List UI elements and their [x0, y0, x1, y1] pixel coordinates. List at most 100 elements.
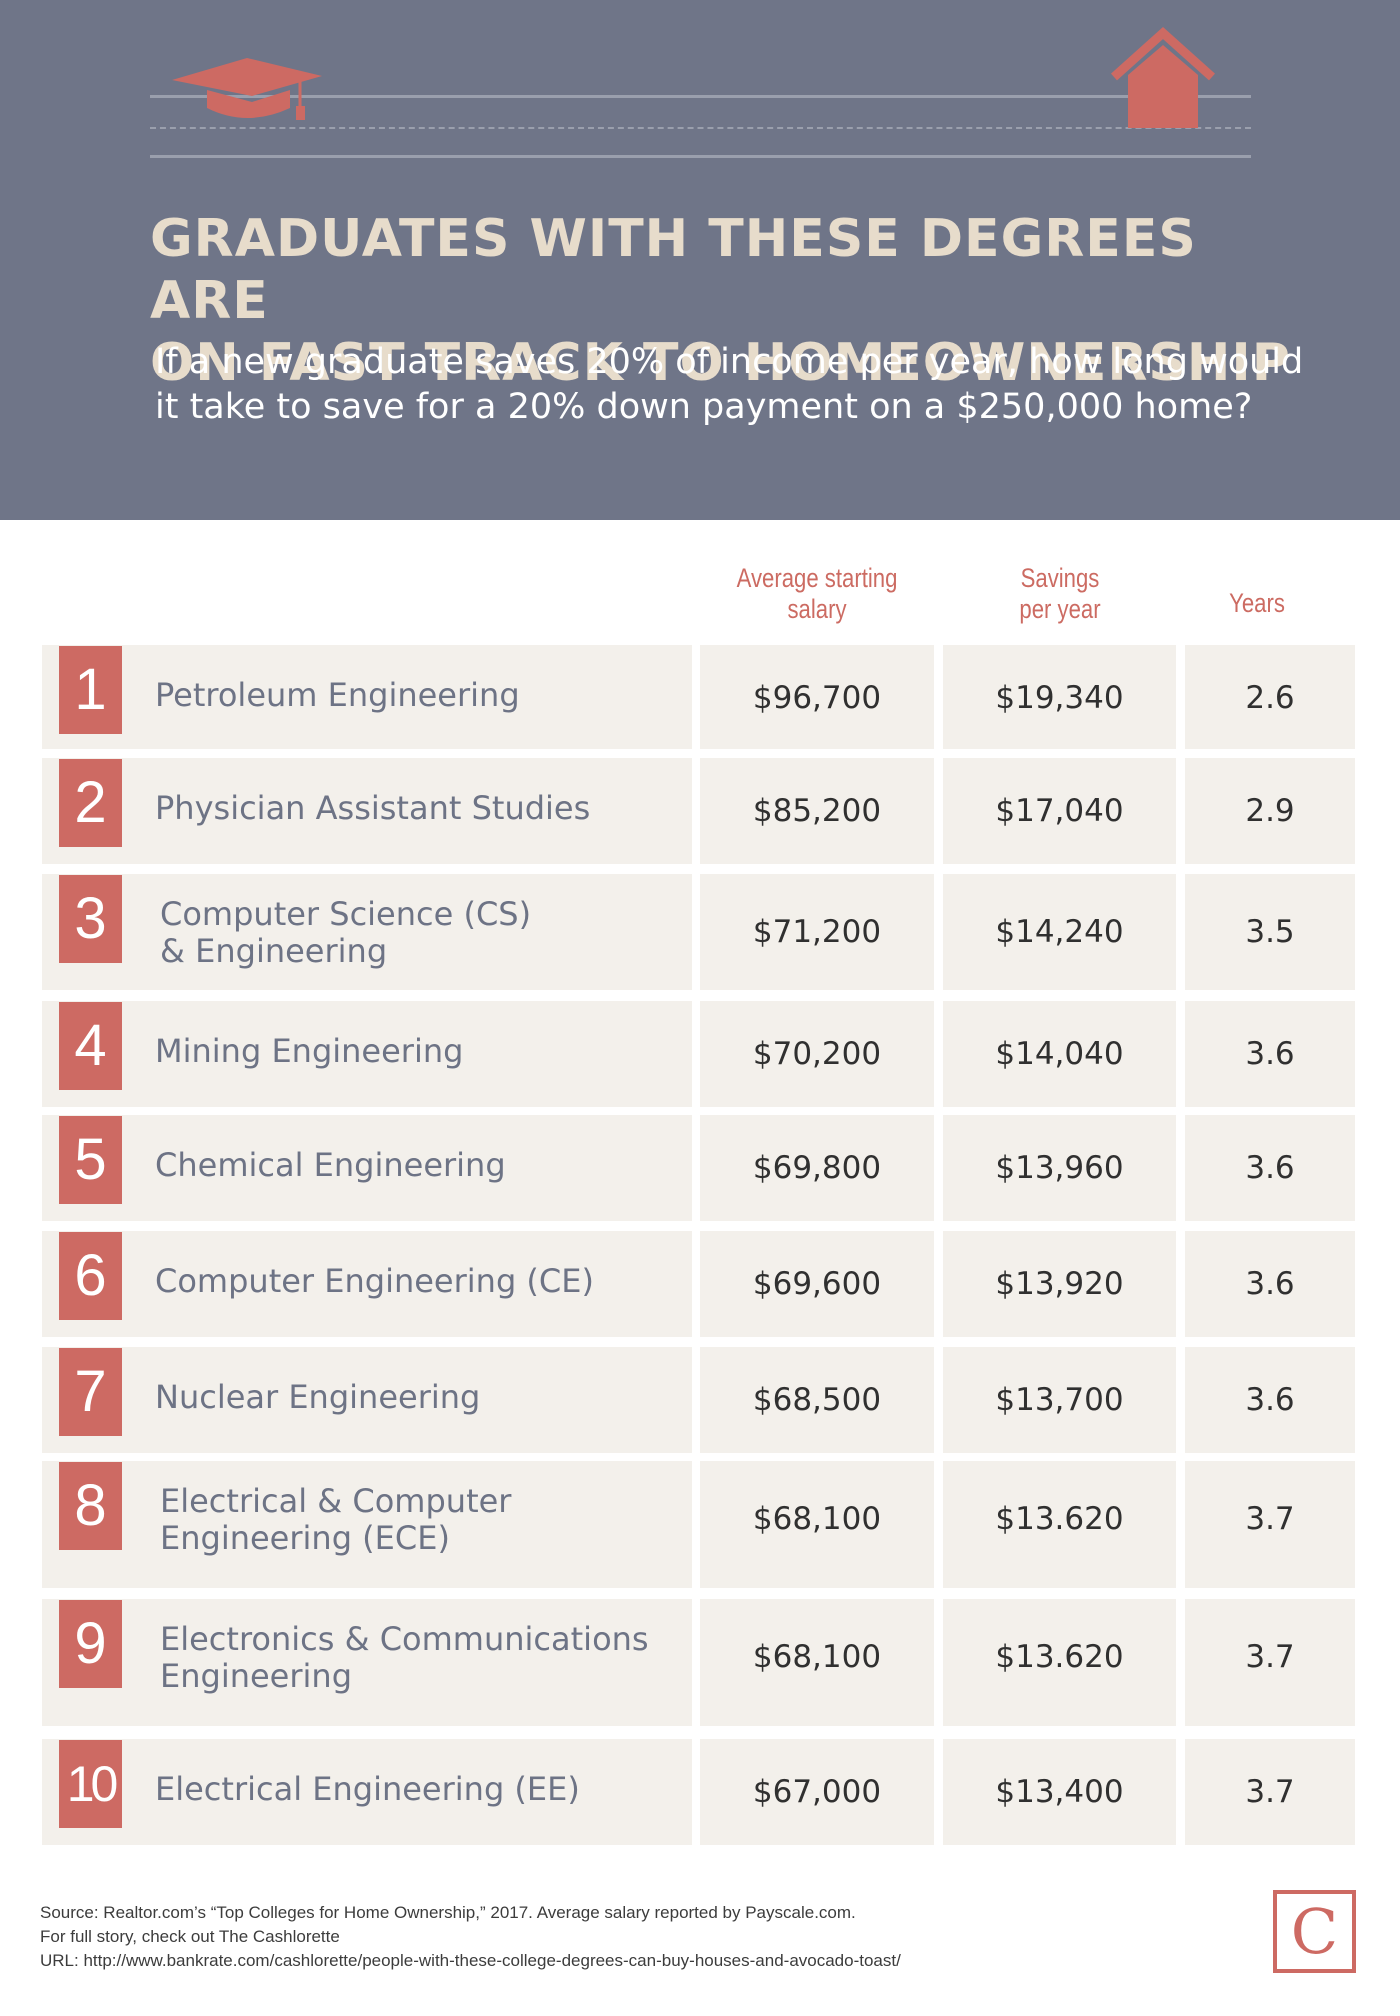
table-cell [42, 1001, 692, 1107]
savings-value: $13,400 [995, 1774, 1124, 1810]
rank-badge: 9 [59, 1600, 122, 1688]
table-cell [943, 874, 1176, 990]
source-note: Source: Realtor.com’s “Top Colleges for … [40, 1903, 856, 1922]
degree-name: Mining Engineering [155, 1032, 464, 1070]
table-cell [700, 1739, 934, 1845]
rank-badge: 6 [59, 1232, 122, 1320]
table-cell [1185, 874, 1355, 990]
rank-badge: 2 [59, 759, 122, 847]
table-cell [943, 1739, 1176, 1845]
degree-name: Electronics & Communications Engineering [160, 1620, 649, 1695]
table-cell [700, 1115, 934, 1221]
table-cell [943, 1347, 1176, 1453]
table-cell [700, 1001, 934, 1107]
years-value: 3.6 [1245, 1036, 1295, 1072]
column-header-salary: Average starting salary [736, 563, 898, 624]
table-cell [42, 758, 692, 864]
degree-name: Petroleum Engineering [155, 676, 520, 714]
table-cell [42, 1461, 692, 1588]
table-cell [700, 758, 934, 864]
table-cell [42, 1739, 692, 1845]
cashlorette-logo: C [1273, 1890, 1356, 1973]
table-cell [700, 1231, 934, 1337]
table-cell [1185, 758, 1355, 864]
years-value: 3.6 [1245, 1150, 1295, 1186]
house-icon [1110, 26, 1216, 128]
table-cell [943, 1115, 1176, 1221]
rank-badge: 8 [59, 1462, 122, 1550]
degree-name: Chemical Engineering [155, 1146, 506, 1184]
table-cell [42, 1347, 692, 1453]
story-note: For full story, check out The Cashlorett… [40, 1927, 340, 1946]
salary-value: $96,700 [752, 680, 882, 716]
table-cell [943, 1001, 1176, 1107]
table-cell [42, 1115, 692, 1221]
salary-value: $69,800 [752, 1150, 882, 1186]
table-cell [42, 645, 692, 749]
savings-value: $17,040 [995, 793, 1124, 829]
years-value: 3.6 [1245, 1382, 1295, 1418]
graduation-cap-icon [172, 58, 322, 120]
table-cell [700, 1599, 934, 1726]
page-subtitle: If a new graduate saves 20% of income pe… [155, 342, 1304, 427]
dashed-divider [150, 127, 1251, 129]
table-cell [42, 1231, 692, 1337]
table-cell [700, 645, 934, 749]
savings-value: $19,340 [995, 680, 1124, 716]
table-cell [943, 1461, 1176, 1588]
rank-badge: 10 [59, 1740, 122, 1828]
years-value: 3.6 [1245, 1266, 1295, 1302]
footer-notes: Source: Realtor.com’s “Top Colleges for … [40, 1901, 1240, 1973]
years-value: 2.6 [1245, 680, 1295, 716]
table-cell [42, 874, 692, 990]
column-header-savings: Savings per year [1019, 563, 1101, 624]
table-cell [1185, 1231, 1355, 1337]
savings-value: $13.620 [995, 1501, 1124, 1537]
table-cell [1185, 1115, 1355, 1221]
savings-value: $13,960 [995, 1150, 1124, 1186]
page-title: GRADUATES WITH THESE DEGREES ARE ON FAST… [150, 209, 1291, 393]
degree-name: Electrical Engineering (EE) [155, 1770, 580, 1808]
salary-value: $67,000 [752, 1774, 882, 1810]
salary-value: $85,200 [752, 793, 882, 829]
salary-value: $71,200 [752, 914, 882, 950]
table-cell [1185, 1461, 1355, 1588]
rank-badge: 3 [59, 875, 122, 963]
rank-badge: 5 [59, 1116, 122, 1204]
rank-badge: 7 [59, 1348, 122, 1436]
years-value: 3.7 [1245, 1501, 1295, 1537]
years-value: 3.7 [1245, 1774, 1295, 1810]
table-cell [1185, 1001, 1355, 1107]
savings-value: $13.620 [995, 1639, 1124, 1675]
degree-name: Computer Engineering (CE) [155, 1262, 594, 1300]
table-cell [943, 758, 1176, 864]
degree-name: Computer Science (CS) & Engineering [160, 895, 532, 970]
savings-value: $13,920 [995, 1266, 1124, 1302]
table-cell [1185, 1739, 1355, 1845]
divider-line [150, 155, 1251, 158]
degree-name: Nuclear Engineering [155, 1378, 481, 1416]
table-cell [943, 1231, 1176, 1337]
table-cell [700, 1461, 934, 1588]
savings-value: $13,700 [995, 1382, 1124, 1418]
savings-value: $14,240 [995, 914, 1124, 950]
salary-value: $68,100 [752, 1501, 882, 1537]
url-note: URL: http://www.bankrate.com/cashlorette… [40, 1951, 901, 1970]
years-value: 3.7 [1245, 1639, 1295, 1675]
table-cell [943, 1599, 1176, 1726]
column-header-years: Years [1229, 588, 1285, 618]
table-cell [1185, 1599, 1355, 1726]
degree-name: Physician Assistant Studies [155, 789, 591, 827]
salary-value: $69,600 [752, 1266, 882, 1302]
degree-name: Electrical & Computer Engineering (ECE) [160, 1482, 512, 1557]
table-cell [1185, 645, 1355, 749]
rank-badge: 4 [59, 1002, 122, 1090]
header-banner: GRADUATES WITH THESE DEGREES ARE ON FAST… [0, 0, 1400, 520]
rank-badge: 1 [59, 646, 122, 734]
years-value: 3.5 [1245, 914, 1295, 950]
table-cell [943, 645, 1176, 749]
years-value: 2.9 [1245, 793, 1295, 829]
salary-value: $70,200 [752, 1036, 882, 1072]
divider-line [150, 95, 1251, 98]
table-cell [700, 874, 934, 990]
